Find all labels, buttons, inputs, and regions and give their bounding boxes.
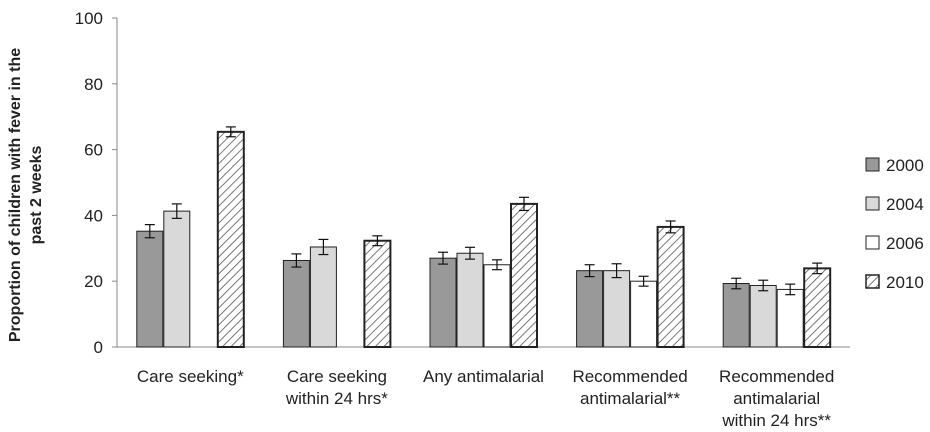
bars <box>136 130 832 348</box>
bar-2004 <box>163 210 191 348</box>
category-label-line: antimalarial** <box>580 389 681 408</box>
y-tick-label: 80 <box>84 75 103 94</box>
category-label: Recommended antimalarial** <box>572 367 687 408</box>
bar-2004 <box>749 284 777 348</box>
legend-label-2006: 2006 <box>886 234 924 253</box>
category-label: Recommended antimalarial within 24 hrs** <box>719 367 834 430</box>
category-label: Care seeking* <box>137 367 244 386</box>
bar-2000 <box>282 259 310 348</box>
bar-2004 <box>456 252 484 348</box>
bar-2010 <box>510 202 538 348</box>
y-axis-label: Proportion of children with fever in the… <box>7 48 45 342</box>
error-bars <box>144 126 823 296</box>
legend-swatch-2006 <box>865 235 880 250</box>
category-label-line: antimalarial <box>733 389 820 408</box>
category-label-line: Recommended <box>572 367 687 386</box>
legend-label-2004: 2004 <box>886 195 924 214</box>
category-label: Care seeking within 24 hrs* <box>285 367 388 408</box>
bar-2000 <box>136 230 164 348</box>
y-axis-label-line: Proportion of children with fever in the <box>7 48 24 342</box>
category-label-line: Any antimalarial <box>423 367 544 386</box>
bar-2004 <box>309 246 337 348</box>
legend-swatch-2004 <box>865 196 880 211</box>
bar-2000 <box>722 283 750 348</box>
bar-2004 <box>603 270 631 348</box>
category-label-line: Care seeking* <box>137 367 244 386</box>
bar-2010 <box>363 239 392 348</box>
category-label-line: within 24 hrs** <box>721 411 831 430</box>
category-labels: Care seeking* Care seeking within 24 hrs* A… <box>137 367 834 430</box>
category-label: Any antimalarial <box>423 367 544 386</box>
legend: 2000 2004 2006 2010 <box>865 156 924 292</box>
y-tick-label: 100 <box>75 9 103 28</box>
y-axis-label-line: past 2 weeks <box>28 146 45 245</box>
legend-label-2010: 2010 <box>886 273 924 292</box>
y-tick-labels: 0 20 40 60 80 100 <box>75 9 117 357</box>
bar-2006 <box>483 264 511 348</box>
bar-2000 <box>576 270 604 348</box>
bar-2010 <box>803 267 832 348</box>
legend-label-2000: 2000 <box>886 156 924 175</box>
bar-2006 <box>776 288 804 348</box>
y-tick-label: 20 <box>84 272 103 291</box>
category-label-line: within 24 hrs* <box>285 389 388 408</box>
bar-2010 <box>216 130 245 348</box>
bar-2010 <box>656 225 685 348</box>
legend-swatch-2010 <box>865 274 880 289</box>
bar-2006 <box>630 280 658 348</box>
y-tick-label: 40 <box>84 206 103 225</box>
legend-swatch-2000 <box>865 157 880 172</box>
bar-2000 <box>429 257 457 348</box>
y-tick-label: 60 <box>84 141 103 160</box>
category-label-line: Care seeking <box>287 367 387 386</box>
category-label-line: Recommended <box>719 367 834 386</box>
y-tick-label: 0 <box>94 338 103 357</box>
